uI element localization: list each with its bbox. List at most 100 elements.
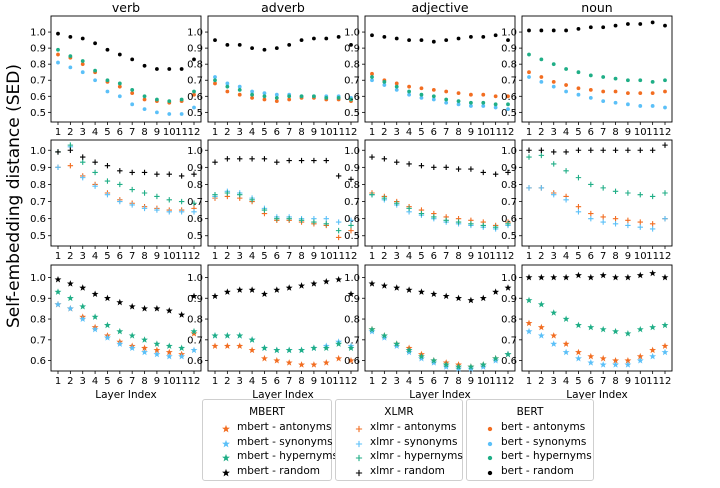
data-point (504, 350, 512, 358)
data-point (312, 36, 316, 41)
data-point (649, 323, 657, 331)
data-point (80, 159, 86, 165)
data-point (66, 305, 74, 312)
x-tick-label: 6 (117, 376, 123, 387)
data-point (167, 67, 172, 71)
data-point (166, 171, 172, 177)
x-tick-label: 10 (477, 127, 490, 138)
legend-label: xlmr - synonyms (370, 435, 458, 448)
data-point (430, 357, 438, 364)
data-point (141, 344, 148, 352)
plot-frame (521, 264, 673, 372)
data-point (298, 346, 305, 354)
data-point (481, 34, 486, 39)
x-tick-label: 8 (298, 251, 304, 262)
y-tick-label: 0.8 (30, 315, 46, 326)
x-tick-label: 1 (55, 376, 61, 387)
data-point (348, 227, 354, 234)
y-tick-label: 0.8 (501, 180, 517, 191)
data-point (179, 67, 184, 71)
data-point (117, 168, 123, 174)
x-tick-label: 3 (237, 376, 243, 387)
data-point (649, 147, 656, 153)
legend-marker-shape (487, 455, 493, 461)
data-point (237, 156, 243, 162)
x-tick-label: 11 (175, 251, 188, 262)
x-tick-label: 7 (129, 127, 135, 138)
x-tick-label: 1 (55, 251, 61, 262)
x-tick-label: 5 (104, 376, 110, 387)
data-point (91, 313, 99, 320)
data-point (155, 67, 159, 71)
data-point (626, 102, 630, 107)
x-tick-label: 1 (212, 127, 218, 138)
x-tick-label: 4 (406, 376, 412, 387)
x-axis-label: Layer Index (252, 389, 314, 401)
plot-frame (207, 139, 359, 247)
x-tick-label: 5 (104, 127, 110, 138)
data-point (141, 169, 148, 176)
y-tick-label: 0.7 (30, 197, 46, 208)
y-tick-label: 0.9 (501, 163, 517, 174)
legend-marker-shape (355, 440, 363, 447)
data-point (165, 348, 173, 356)
x-tick-label: 10 (634, 251, 647, 262)
data-point (310, 280, 318, 287)
x-tick-label: 7 (443, 376, 449, 387)
data-point (637, 224, 643, 230)
data-point (335, 234, 342, 241)
plot-frame (50, 15, 202, 123)
data-point (394, 159, 400, 165)
data-point (382, 34, 387, 39)
data-point (601, 99, 606, 104)
data-point (66, 294, 74, 302)
x-tick-label: 2 (224, 376, 230, 387)
x-tick-label: 11 (646, 127, 659, 138)
x-tick-label: 11 (332, 251, 345, 262)
y-tick-label: 0.7 (30, 335, 46, 346)
data-point (167, 112, 172, 116)
data-point (612, 361, 619, 368)
series-random (369, 154, 511, 177)
panel-xlmr-noun: 0.50.60.70.80.91.01 2 3 4 5 6 7 8 9 10 11 12 (501, 139, 673, 262)
data-point (407, 89, 411, 94)
data-point (261, 290, 268, 298)
data-point (576, 92, 581, 97)
x-tick-label: 9 (625, 376, 631, 387)
x-tick-label: 7 (129, 376, 135, 387)
x-tick-label: 4 (406, 127, 412, 138)
legend-marker-shape (355, 454, 363, 462)
data-point (431, 87, 436, 92)
x-tick-label: 7 (286, 376, 292, 387)
data-point (442, 292, 450, 300)
data-point (444, 38, 449, 42)
data-point (444, 97, 449, 102)
x-tick-label: 5 (575, 127, 581, 138)
data-point (212, 159, 218, 165)
data-point (431, 97, 436, 102)
data-point (299, 38, 304, 42)
data-point (116, 298, 124, 306)
data-point (274, 96, 279, 100)
x-tick-label: 5 (104, 251, 110, 262)
x-tick-label: 12 (188, 251, 201, 262)
series-antonyms (525, 319, 669, 364)
x-tick-label: 3 (80, 127, 86, 138)
data-point (393, 340, 401, 347)
series-antonyms (211, 342, 355, 368)
data-point (599, 354, 607, 362)
x-tick-label: 11 (646, 376, 659, 387)
data-point (128, 302, 136, 310)
data-point (625, 217, 631, 224)
data-point (649, 221, 656, 227)
data-point (192, 92, 196, 97)
legend-marker-shape (487, 426, 493, 432)
data-point (128, 344, 136, 352)
data-point (537, 273, 545, 281)
data-point (370, 71, 374, 76)
data-point (588, 181, 594, 188)
x-tick-label: 11 (332, 376, 345, 387)
data-point (250, 89, 254, 94)
